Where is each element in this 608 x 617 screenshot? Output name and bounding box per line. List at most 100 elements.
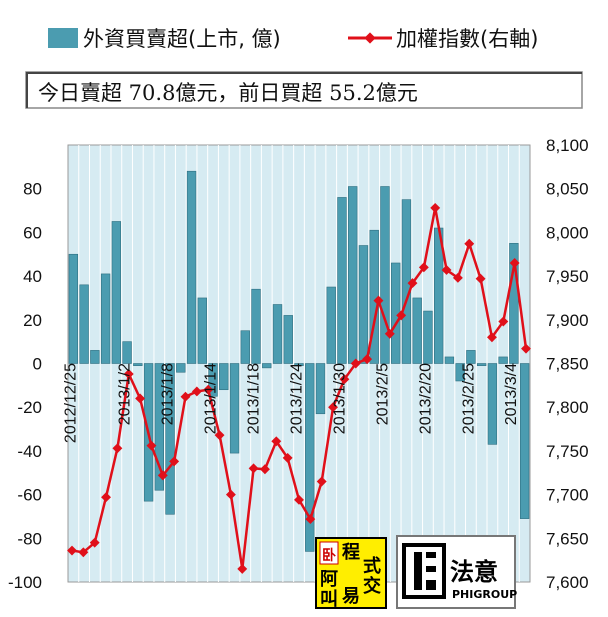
bar: [133, 363, 143, 366]
bar: [412, 297, 422, 364]
right-tick-label: 7,700: [546, 486, 589, 505]
right-axis: 7,600 7,650 7,700 7,750 7,800 7,850 7,900 7,950…: [546, 136, 589, 592]
left-tick-label: -80: [17, 529, 42, 548]
right-tick-label: 8,050: [546, 180, 589, 199]
right-tick-label: 7,750: [546, 442, 589, 461]
index-point: [452, 272, 463, 283]
left-tick-label: -60: [17, 486, 42, 505]
index-point: [464, 238, 475, 249]
index-point: [407, 278, 418, 289]
line-series: [67, 202, 531, 574]
bar: [315, 363, 326, 415]
index-point: [339, 374, 350, 385]
bar: [208, 363, 218, 397]
date-labels: 2012/12/25 2013/1/2 2013/1/8 2013/1/14 2013/…: [63, 363, 521, 443]
index-point: [430, 202, 441, 213]
index-point: [282, 452, 293, 463]
right-tick-label: 7,600: [546, 573, 589, 592]
bar: [348, 186, 358, 364]
svg-text:式: 式: [363, 555, 381, 577]
index-point: [157, 470, 168, 481]
left-tick-label: -100: [8, 573, 42, 592]
bar: [466, 350, 476, 364]
bar: [186, 170, 197, 364]
left-tick-label: 80: [23, 180, 42, 199]
date-label: 2012/12/25: [63, 363, 80, 443]
index-point: [373, 295, 384, 306]
bar: [165, 363, 175, 515]
index-point: [191, 386, 202, 397]
index-point: [146, 440, 157, 451]
date-label: 2013/2/20: [417, 363, 434, 434]
index-point: [521, 343, 531, 354]
bar: [90, 350, 100, 364]
index-point: [135, 393, 146, 404]
svg-text:交: 交: [363, 575, 381, 597]
svg-text:程: 程: [342, 542, 360, 563]
right-tick-label: 7,800: [546, 398, 589, 417]
legend: 外資買賣超(上市, 億) 加權指數(右軸): [48, 27, 538, 51]
index-point: [487, 332, 497, 343]
right-tick-label: 7,950: [546, 267, 589, 286]
left-tick-label: 40: [23, 267, 42, 286]
bar: [326, 286, 336, 364]
legend-line-label: 加權指數(右軸): [396, 27, 538, 51]
bar: [337, 197, 347, 364]
index-point: [475, 273, 486, 284]
bar: [68, 253, 79, 364]
right-tick-label: 7,650: [546, 529, 589, 548]
bar: [79, 284, 89, 364]
bar: [100, 273, 111, 364]
right-tick-label: 7,900: [546, 311, 589, 330]
logo-left: 卧 阿 叫 程 式 交 易: [315, 537, 387, 610]
bar: [305, 363, 315, 552]
index-point: [509, 258, 520, 268]
bar: [423, 310, 433, 364]
svg-text:叫: 叫: [320, 589, 338, 610]
index-point: [237, 563, 248, 574]
logos: 卧 阿 叫 程 式 交 易 法意 PHIGROUP: [315, 535, 517, 610]
legend-bar-label: 外資買賣超(上市, 億): [83, 27, 281, 51]
index-point: [89, 537, 100, 548]
date-label: 2013/3/4: [503, 363, 520, 425]
left-tick-label: 0: [33, 355, 42, 374]
index-point: [316, 476, 327, 487]
index-point: [67, 545, 77, 556]
bar: [240, 330, 250, 364]
annotation-box: 今日賣超 70.8億元，前日買超 55.2億元: [25, 71, 583, 109]
bar: [380, 186, 390, 364]
index-point: [180, 391, 191, 402]
index-point: [294, 494, 304, 505]
bar: [476, 363, 487, 366]
right-tick-label: 8,000: [546, 223, 589, 242]
date-label: 2013/1/30: [331, 363, 348, 434]
bar: [122, 341, 132, 364]
left-axis: -100 -80 -60 -40 -20 0 20 40 60 80: [8, 180, 42, 592]
index-point: [384, 328, 395, 339]
index-point: [305, 514, 316, 525]
index-point: [396, 310, 407, 321]
index-point: [271, 436, 282, 447]
left-tick-label: -20: [17, 398, 42, 417]
index-point: [350, 358, 361, 369]
bar: [498, 356, 508, 364]
svg-text:易: 易: [342, 586, 360, 607]
bar: [176, 363, 186, 373]
index-point: [328, 402, 338, 413]
bar: [111, 221, 122, 364]
index-point: [225, 489, 236, 500]
bar: [455, 363, 465, 382]
date-label: 2013/1/8: [159, 363, 176, 425]
svg-text:法意: 法意: [450, 558, 498, 586]
bar: [229, 363, 240, 454]
bar: [294, 363, 304, 366]
date-label: 2013/1/24: [288, 363, 305, 434]
date-label: 2013/2/5: [374, 363, 391, 425]
bar: [262, 363, 272, 369]
bar: [272, 304, 283, 364]
index-point: [214, 430, 225, 441]
index-point: [441, 265, 452, 275]
index-point: [260, 464, 270, 475]
svg-text:阿: 阿: [320, 569, 338, 590]
